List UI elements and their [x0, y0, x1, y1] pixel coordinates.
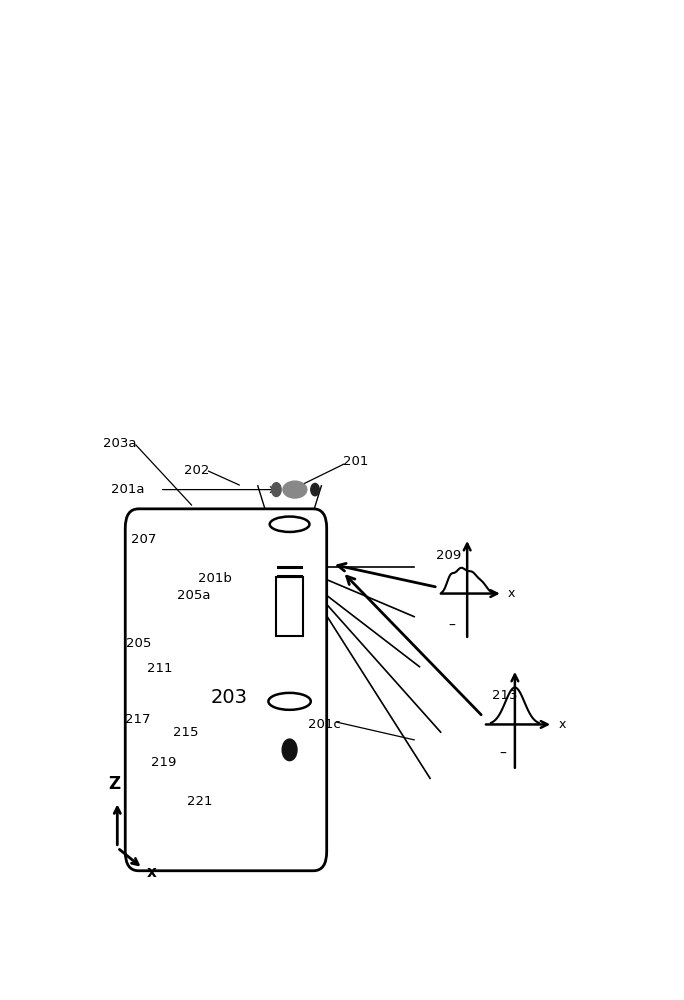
Text: 201b: 201b [198, 572, 233, 585]
Text: 219: 219 [151, 756, 176, 769]
FancyBboxPatch shape [125, 509, 327, 871]
Text: 203: 203 [210, 688, 247, 707]
Text: 202: 202 [184, 464, 209, 477]
Text: 209: 209 [436, 549, 461, 562]
Text: 215: 215 [174, 726, 199, 739]
Text: 201: 201 [343, 455, 369, 468]
Text: 221: 221 [187, 795, 212, 808]
Ellipse shape [269, 517, 309, 532]
Text: 201a: 201a [111, 483, 144, 496]
Circle shape [311, 483, 319, 496]
Text: x: x [147, 865, 157, 880]
Text: –: – [499, 747, 506, 761]
Ellipse shape [283, 481, 307, 498]
Bar [276, 577, 303, 636]
Text: 207: 207 [131, 533, 157, 546]
Circle shape [272, 483, 281, 497]
Text: 205a: 205a [177, 589, 211, 602]
Ellipse shape [268, 693, 311, 710]
Text: 201c: 201c [308, 718, 341, 731]
Text: 213: 213 [492, 689, 517, 702]
Text: –: – [449, 619, 456, 633]
Text: x: x [558, 718, 566, 731]
Text: 217: 217 [124, 713, 150, 726]
Text: x: x [508, 587, 515, 600]
Text: 211: 211 [147, 662, 172, 675]
Text: 205: 205 [126, 637, 151, 650]
Circle shape [282, 739, 297, 761]
Text: 203a: 203a [103, 437, 137, 450]
Text: Z: Z [108, 775, 120, 793]
